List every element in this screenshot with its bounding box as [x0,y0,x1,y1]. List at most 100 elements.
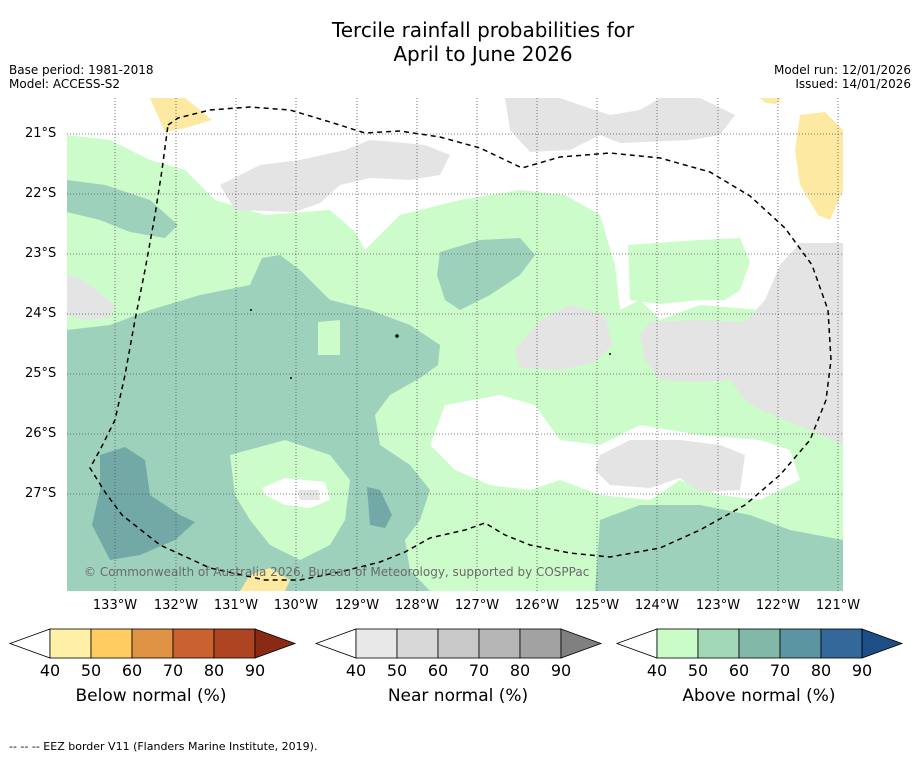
colorbar-tick-label: 70 [469,661,489,680]
islands [250,309,611,379]
meta-right: Model run: 12/01/2026 Issued: 14/01/2026 [774,63,911,91]
lat-label: 26°S [25,426,57,441]
colorbar-extend-low [314,628,357,659]
island [250,309,252,311]
colorbar-tick-label: 90 [245,661,265,680]
title-line-2: April to June 2026 [393,42,573,66]
model-name: Model: ACCESS-S2 [9,77,121,91]
colorbar-tick-label: 40 [40,661,60,680]
colorbar-tick-label: 80 [510,661,530,680]
lon-label: 133°W [92,598,138,613]
colorbar-title-above: Above normal (%) [682,686,836,706]
colorbar-title-near: Near normal (%) [387,686,529,706]
lon-label: 122°W [755,598,801,613]
lon-label: 121°W [815,598,861,613]
colorbar-segment [131,628,174,659]
above-normal-70-islet [367,487,392,528]
graticule [67,98,843,591]
island [609,353,611,355]
colorbar-above-normal: 40 50 60 70 80 90 [615,628,904,680]
lat-label: 23°S [25,246,57,261]
near-normal-centre-right [515,305,612,370]
lon-label: 123°W [695,598,741,613]
colorbar-tick-label: 50 [81,661,101,680]
lat-label: 24°S [25,306,57,321]
colorbar-segment [820,628,863,659]
colorbar-segment [738,628,781,659]
title-line-1: Tercile rainfall probabilities for [331,18,635,42]
eez-border [89,106,832,581]
colorbar-segment [478,628,521,659]
near-normal-lower-right [595,440,745,492]
lat-label: 27°S [25,486,57,501]
above-normal-50-right-patch [628,238,750,304]
colorbar-extend-low [8,628,51,659]
lon-label: 127°W [454,598,500,613]
colorbar-title-below: Below normal (%) [75,686,227,706]
model-run: Model run: 12/01/2026 [773,63,911,77]
colorbar-extend-high [254,628,297,659]
lon-label: 124°W [634,598,680,613]
colorbar-tick-label: 90 [852,661,872,680]
footnote: -- -- -- EEZ border V11 (Flanders Marine… [9,740,318,753]
colorbar-extend-low [615,628,658,659]
lon-label: 130°W [273,598,319,613]
colorbar-tick-label: 40 [647,661,667,680]
map-area [67,98,843,591]
colorbar-segment [396,628,439,659]
above-normal-60-oval [437,238,535,310]
copyright-notice: © Commonwealth of Australia 2026, Bureau… [84,565,590,579]
colorbar-segment [437,628,480,659]
lat-label: 21°S [25,126,57,141]
colorbar-tick-label: 60 [428,661,448,680]
colorbar-segment [172,628,215,659]
colorbar-segment [697,628,740,659]
colorbar-tick-label: 50 [688,661,708,680]
colorbar-extend-high [560,628,603,659]
near-normal-left-edge [67,275,115,320]
colorbar-segment [656,628,699,659]
lon-label: 131°W [213,598,259,613]
colorbar-tick-label: 80 [811,661,831,680]
near-normal-small-patch [298,490,320,500]
colorbar-segment [213,628,256,659]
island [395,334,399,338]
base-period: Base period: 1981-2018 [9,63,154,77]
colorbar-segment [49,628,92,659]
lat-label: 25°S [25,366,57,381]
colorbar-tick-label: 60 [729,661,749,680]
lon-label: 129°W [334,598,380,613]
above-normal-70-region [92,447,195,560]
lon-label: 126°W [514,598,560,613]
colorbar-below-normal: 40 50 60 70 80 90 [8,628,297,680]
island [290,377,292,379]
normal-hole-lower [262,478,330,508]
below-normal-top-right-spot [760,98,782,104]
colorbar-segment [519,628,562,659]
lon-label: 125°W [574,598,620,613]
colorbar-segment [779,628,822,659]
below-normal-right-edge [795,112,843,220]
colorbar-extend-high [861,628,904,659]
map-title: Tercile rainfall probabilities for April… [0,18,919,66]
lon-label: 132°W [153,598,199,613]
colorbar-segment [90,628,133,659]
near-normal-right [640,243,843,445]
above-normal-50-islet [318,320,340,355]
near-normal-top-right [505,98,735,152]
meta-left: Base period: 1981-2018 Model: ACCESS-S2 [9,63,154,91]
lat-label: 22°S [25,186,57,201]
colorbar-tick-label: 60 [122,661,142,680]
colorbar-tick-label: 70 [163,661,183,680]
colorbar-tick-label: 80 [204,661,224,680]
colorbar-tick-label: 40 [346,661,366,680]
colorbar-near-normal: 40 50 60 70 80 90 [314,628,603,680]
issued-date: Issued: 14/01/2026 [795,77,911,91]
above-normal-60-left [67,180,178,238]
colorbar-tick-label: 50 [387,661,407,680]
colorbar-tick-label: 70 [770,661,790,680]
lon-label: 128°W [394,598,440,613]
colorbar-tick-label: 90 [551,661,571,680]
colorbar-segment [355,628,398,659]
